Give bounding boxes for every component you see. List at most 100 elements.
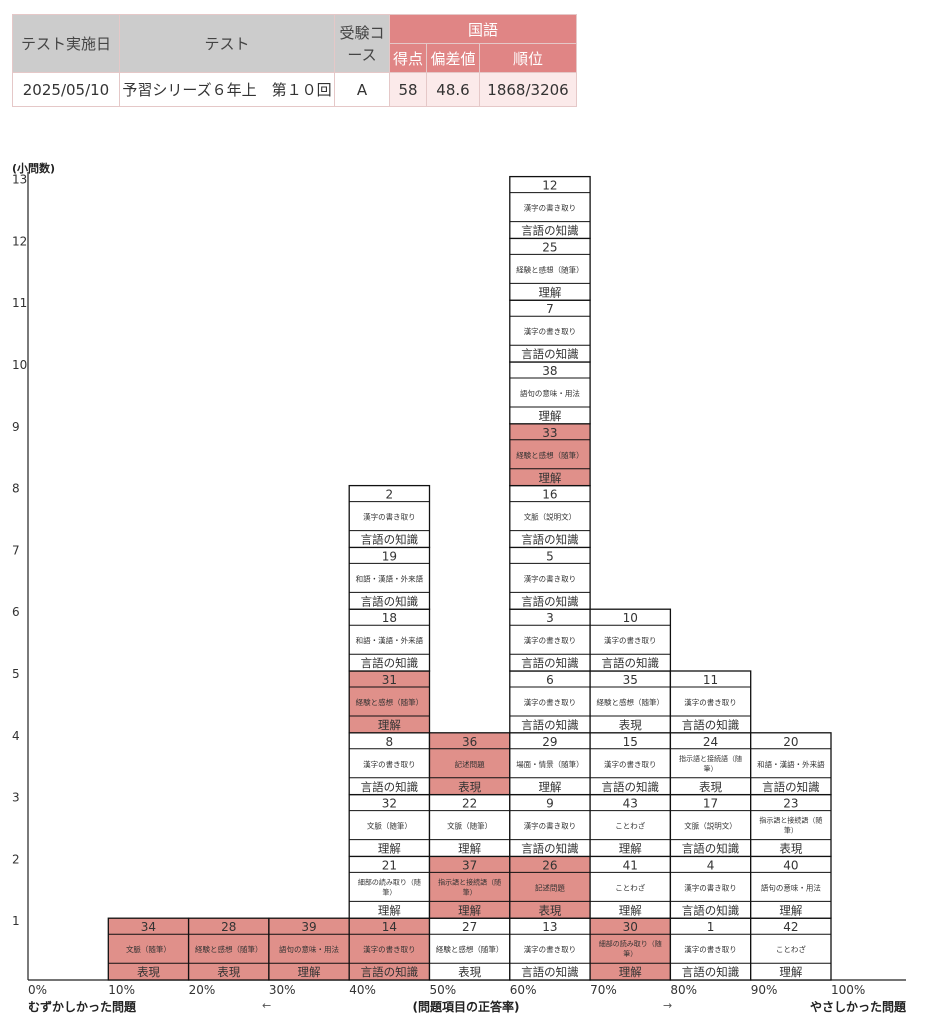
question-category: 理解: [378, 903, 401, 917]
question-category: 理解: [378, 718, 401, 732]
question-number: 33: [542, 426, 557, 440]
course-cell: A: [334, 72, 390, 107]
question-category: 理解: [538, 471, 561, 485]
question-topic: 経験と感想（随筆）: [516, 264, 584, 274]
question-number: 10: [623, 611, 638, 625]
question-topic: 漢字の書き取り: [684, 882, 737, 892]
x-tick-label: 10%: [108, 983, 135, 997]
question-topic: 文脈（説明文）: [524, 512, 577, 522]
question-cell: [428, 793, 511, 858]
x-tick-label: 90%: [751, 983, 778, 997]
question-category: 言語の知識: [521, 533, 579, 547]
question-number: 7: [546, 302, 554, 316]
y-tick-label: 5: [12, 667, 20, 681]
question-category: 言語の知識: [361, 965, 419, 979]
question-number: 20: [783, 735, 798, 749]
question-category: 理解: [779, 965, 802, 979]
x-tick-label: 50%: [430, 983, 457, 997]
question-cell: [509, 299, 591, 363]
question-cell: [348, 670, 431, 734]
question-category: 理解: [779, 903, 802, 917]
x-tick-label: 70%: [590, 983, 617, 997]
rank-header: 順位: [479, 43, 577, 73]
question-cell: [348, 608, 431, 672]
question-number: 1: [707, 920, 715, 934]
question-topic: 漢字の書き取り: [524, 573, 577, 583]
question-cell: [348, 732, 431, 796]
question-number: 39: [301, 920, 316, 934]
y-tick-label: 13: [12, 173, 27, 187]
question-cell: [509, 546, 591, 610]
question-number: 23: [783, 797, 798, 811]
question-category: 表現: [619, 718, 642, 732]
question-topic: 語句の意味・用法: [761, 882, 821, 892]
question-number: 42: [783, 920, 798, 934]
question-cell: [750, 855, 832, 919]
question-number: 8: [386, 735, 394, 749]
question-cell: [187, 917, 270, 981]
question-cell: [750, 732, 832, 796]
question-category: 表現: [137, 965, 160, 979]
question-topic: 和語・漢語・外来語: [757, 759, 825, 769]
subject-header: 国語: [389, 14, 577, 44]
question-number: 41: [623, 858, 638, 872]
question-cell: [750, 917, 832, 981]
question-topic: 指示語と接続語（随: [679, 754, 742, 763]
question-topic: ことわざ: [776, 944, 806, 954]
question-cell: [428, 917, 511, 981]
y-tick-label: 12: [12, 234, 27, 248]
right-arrow: →: [663, 999, 672, 1012]
question-topic: 漢字の書き取り: [363, 759, 416, 769]
question-category: 理解: [458, 842, 481, 856]
left-arrow: ←: [262, 999, 271, 1012]
question-category: 表現: [217, 965, 240, 979]
question-category: 言語の知識: [521, 656, 579, 670]
question-topic: 経験と感想（随筆）: [356, 697, 424, 707]
score-table: テスト実施日 テスト 受験コース 国語 得点 偏差値 順位 2025/05/10…: [12, 14, 577, 107]
question-topic: 漢字の書き取り: [524, 203, 577, 213]
question-category: 言語の知識: [521, 347, 579, 361]
question-number: 14: [382, 920, 397, 934]
question-cell: [268, 917, 350, 981]
question-cell: [509, 917, 591, 981]
question-topic: 文脈（随筆）: [126, 944, 171, 954]
question-topic: 漢字の書き取り: [684, 697, 737, 707]
question-topic: 漢字の書き取り: [524, 697, 577, 707]
y-tick-label: 10: [12, 358, 27, 372]
question-number: 16: [542, 488, 557, 502]
question-category: 言語の知識: [682, 718, 740, 732]
question-number: 5: [546, 549, 554, 563]
question-cell: [509, 732, 591, 796]
question-topic-cont: 筆）: [623, 949, 637, 958]
score-header: 得点: [389, 43, 427, 73]
x-tick-label: 20%: [189, 983, 216, 997]
question-cell: [669, 670, 752, 734]
question-category: 理解: [538, 285, 561, 299]
question-topic: 記述問題: [535, 882, 565, 892]
y-tick-label: 7: [12, 543, 20, 557]
question-number: 32: [382, 797, 397, 811]
question-category: 言語の知識: [521, 224, 579, 238]
question-topic: 語句の意味・用法: [520, 388, 580, 398]
hard-label: むずかしかった問題: [28, 999, 137, 1014]
question-topic: 語句の意味・用法: [279, 944, 339, 954]
question-cell: [509, 175, 591, 240]
question-number: 31: [382, 673, 397, 687]
question-topic: 漢字の書き取り: [604, 759, 657, 769]
question-category: 言語の知識: [521, 965, 579, 979]
question-category: 表現: [458, 965, 481, 979]
question-number: 21: [382, 858, 397, 872]
y-axis-label: (小問数): [12, 161, 55, 175]
x-tick-label: 80%: [670, 983, 697, 997]
question-cell: [348, 917, 431, 981]
question-topic: 和語・漢語・外来語: [356, 635, 424, 645]
question-number: 12: [542, 179, 557, 193]
question-number: 30: [623, 920, 638, 934]
question-number: 19: [382, 549, 397, 563]
question-topic: 場面・情景（随筆）: [516, 759, 584, 769]
question-category: 理解: [619, 903, 642, 917]
question-topic: ことわざ: [615, 882, 645, 892]
question-cell: [750, 793, 832, 858]
question-topic: 漢字の書き取り: [524, 326, 577, 336]
question-topic: 経験と感想（随筆）: [597, 697, 665, 707]
